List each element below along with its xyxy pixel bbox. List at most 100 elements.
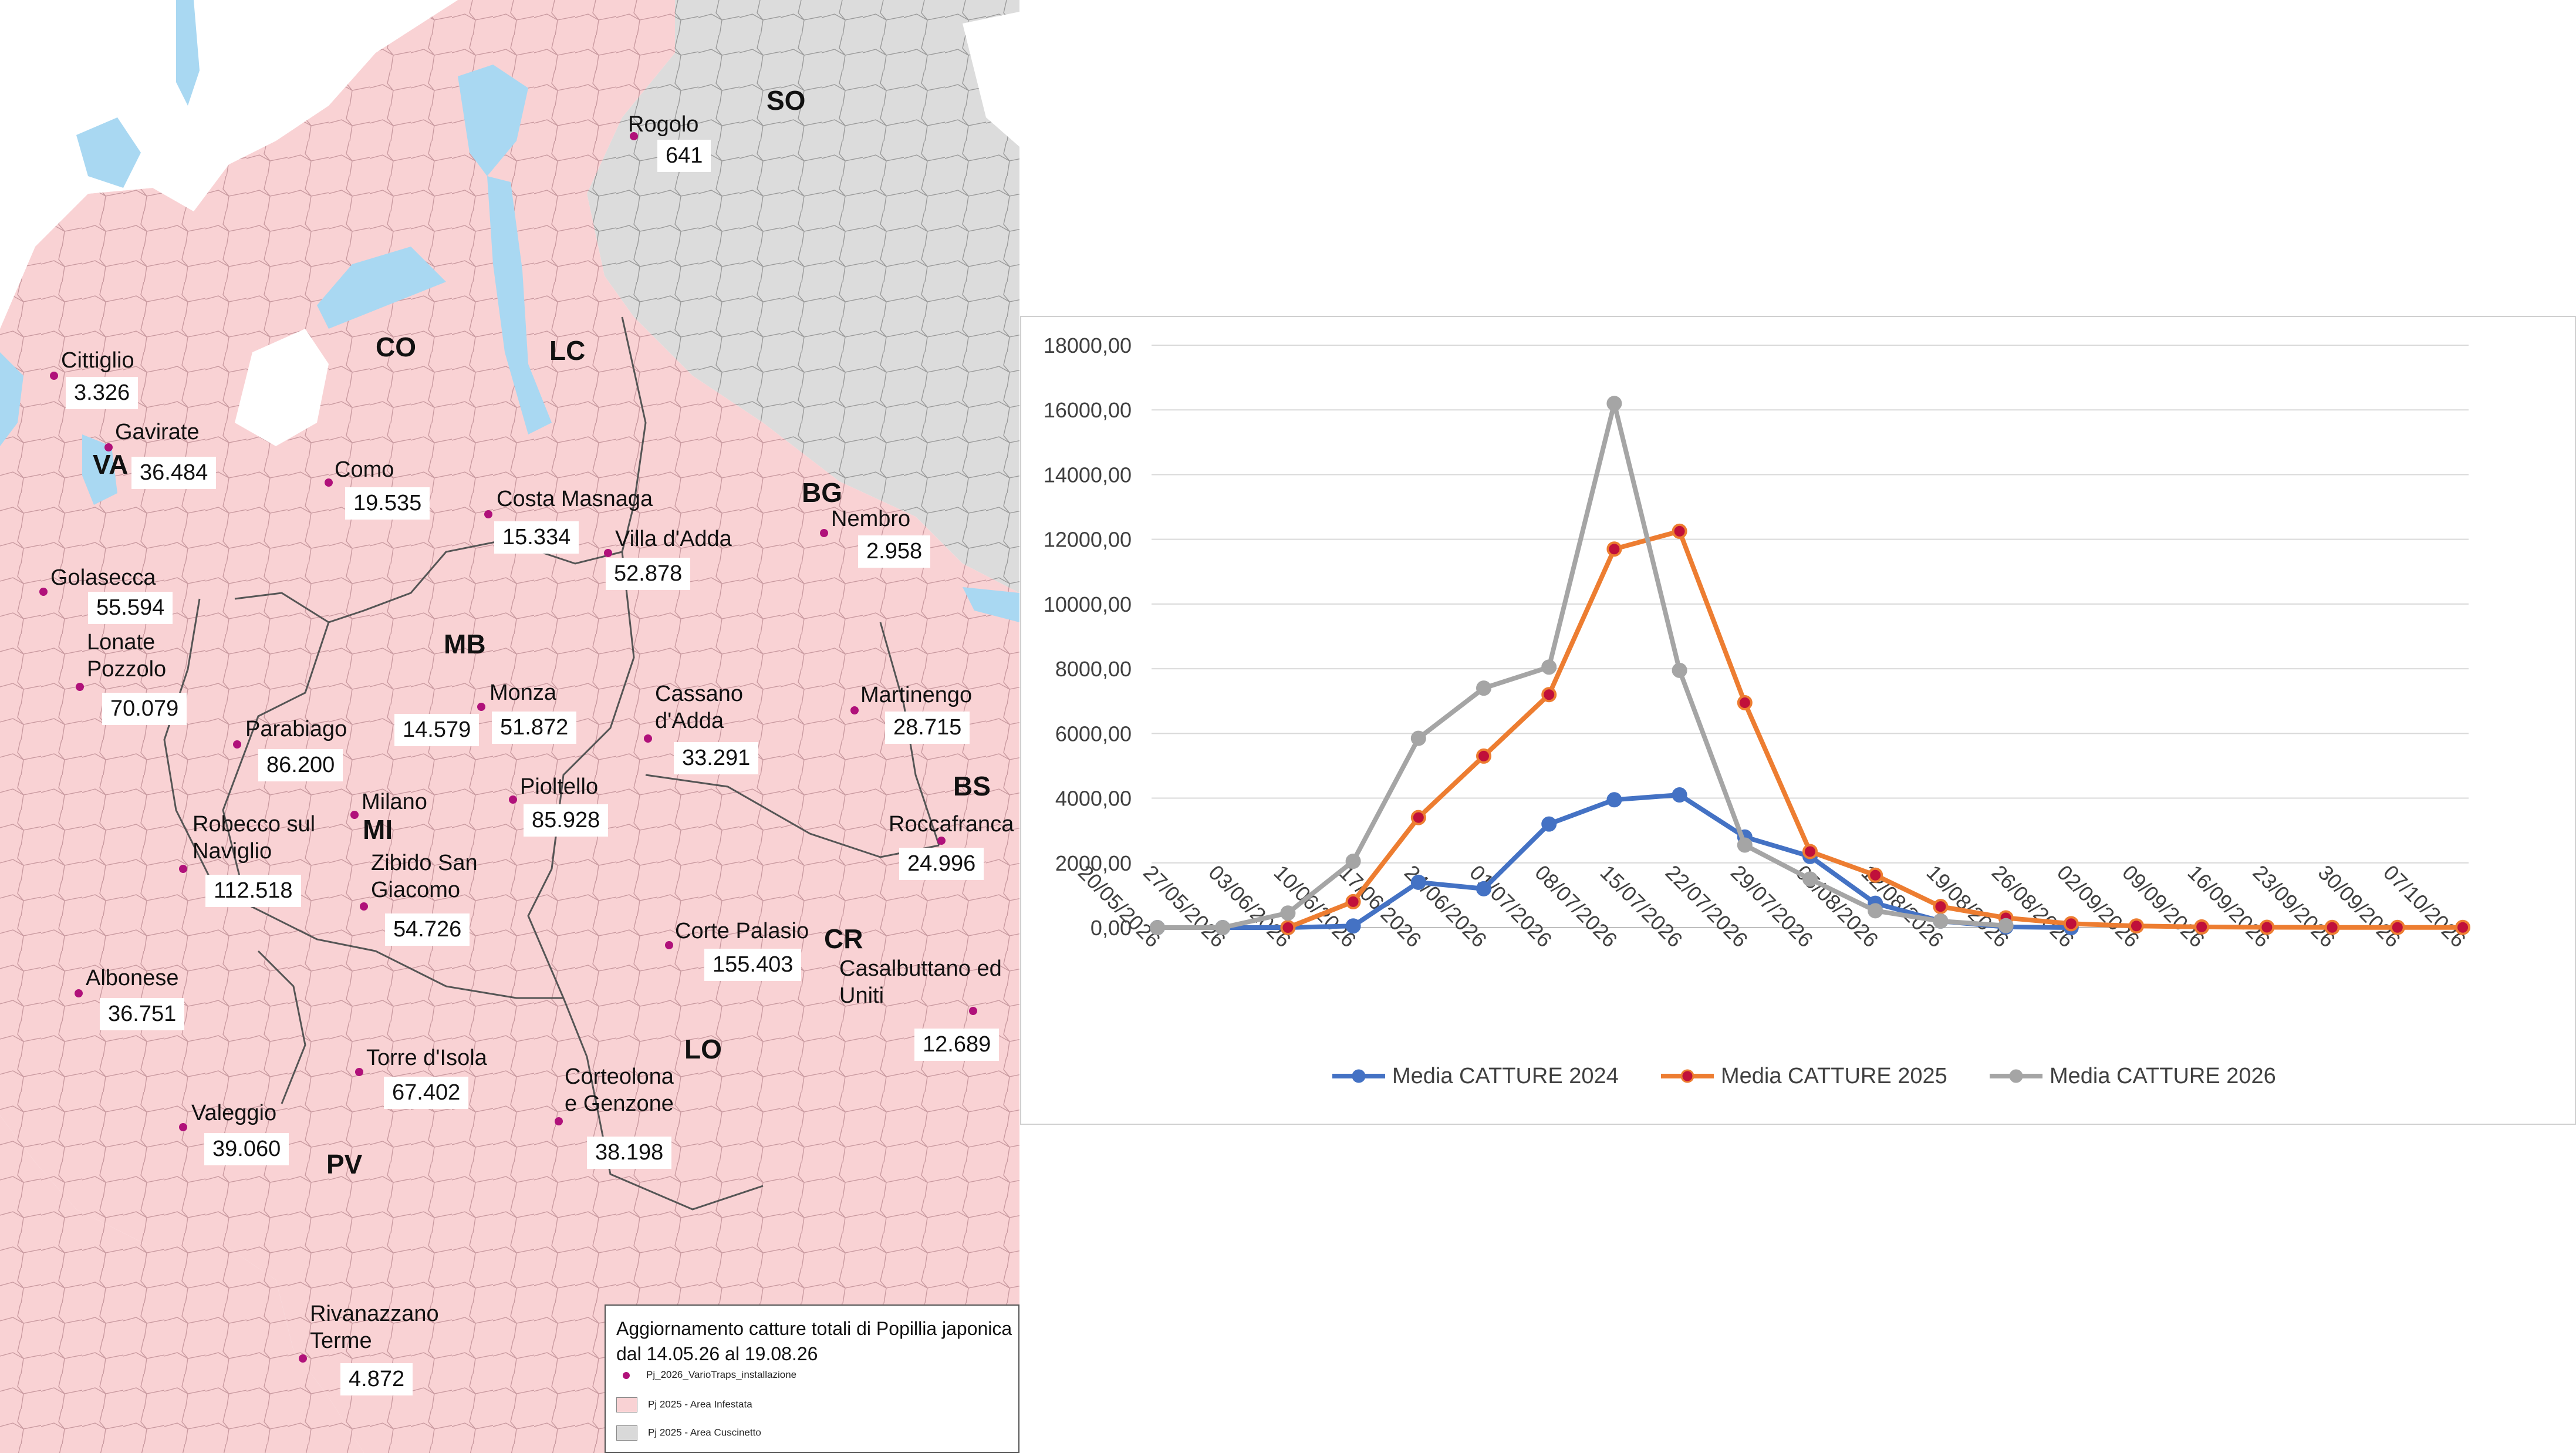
province-label: BS	[953, 771, 991, 801]
y-tick-label: 18000,00	[1044, 333, 1132, 358]
site-capture-count: 641	[657, 140, 711, 172]
data-point	[1933, 899, 1949, 915]
data-point	[2259, 919, 2275, 935]
data-point	[1606, 396, 1622, 412]
site-capture-count: 24.996	[899, 848, 984, 880]
site-capture-count: 85.928	[524, 804, 609, 837]
site-name: Parabiago	[245, 717, 347, 741]
province-label: CO	[376, 332, 416, 362]
site-name: Cittiglio	[61, 348, 134, 373]
site-name: Rivanazzano Terme	[310, 1302, 439, 1353]
data-point	[2324, 919, 2340, 935]
y-tick-label: 16000,00	[1044, 398, 1132, 422]
trap-dot-icon	[937, 837, 946, 845]
site-capture-count: 3.326	[66, 377, 139, 409]
site-name: Robecco sul Naviglio	[193, 812, 316, 864]
site-capture-count: 86.200	[258, 749, 343, 781]
lakes	[0, 0, 1019, 622]
site-capture-count: 15.334	[494, 521, 579, 554]
data-point	[1476, 881, 1491, 896]
data-point	[1410, 810, 1426, 825]
site-name: Lonate Pozzolo	[87, 630, 167, 682]
line-chart: 0,00 2000,00 4000,00 6000,00 8000,00 10000,00…	[1044, 333, 2470, 1088]
trap-dot-icon	[299, 1354, 307, 1363]
trap-dot-icon	[355, 1068, 363, 1076]
y-tick-label: 8000,00	[1055, 657, 1132, 681]
data-point	[1541, 659, 1557, 675]
site-name: Martinengo	[860, 683, 973, 707]
data-point	[1672, 662, 1687, 678]
y-tick-label: 6000,00	[1055, 722, 1132, 746]
site-capture-count: 39.060	[204, 1133, 289, 1165]
data-point	[1280, 905, 1296, 921]
site-name: Albonese	[86, 966, 179, 990]
data-point	[1150, 920, 1165, 935]
data-point	[1345, 918, 1361, 934]
site-capture-count: 12.689	[914, 1029, 1000, 1061]
trap-dot-icon	[644, 734, 652, 743]
province-label: VA	[93, 449, 129, 480]
site-capture-count: 54.726	[385, 913, 470, 946]
y-tick-label: 2000,00	[1055, 851, 1132, 875]
data-point	[1215, 920, 1231, 935]
data-point	[1933, 913, 1949, 929]
data-point	[1541, 687, 1557, 703]
legend-marker-icon	[1680, 1069, 1694, 1083]
data-point	[1280, 920, 1296, 935]
data-point	[1410, 874, 1426, 890]
legend-entry: Media CATTURE 2025	[1721, 1064, 1947, 1088]
data-point	[2455, 919, 2470, 935]
province-label: CR	[824, 923, 863, 954]
data-point	[1476, 748, 1491, 764]
site-capture-count: 112.518	[205, 875, 301, 907]
trap-dot-icon	[604, 549, 612, 557]
legend-label: Pj 2025 - Area Infestata	[648, 1398, 752, 1410]
site-name: Torre d'Isola	[366, 1046, 487, 1070]
trap-dot-icon	[179, 865, 187, 873]
trap-dot-icon	[233, 740, 241, 749]
data-point	[1606, 792, 1622, 808]
site-name: Zibido San Giacomo	[371, 851, 478, 902]
site-capture-count: 36.484	[131, 457, 217, 489]
trap-dot-icon	[820, 529, 828, 537]
trap-dot-icon	[850, 706, 859, 714]
map-panel: Rogolo 641 Cittiglio 3.326 Gavirate 36.484 Com…	[0, 0, 1019, 1453]
legend-title: Aggiornamento catture totali di Popillia…	[616, 1318, 1012, 1365]
site-capture-count: 33.291	[674, 742, 759, 774]
site-name: Casalbuttano ed Uniti	[839, 956, 1002, 1008]
site-name: Valeggio	[191, 1101, 277, 1125]
data-point	[1345, 854, 1361, 869]
trap-dot-icon	[509, 795, 517, 804]
data-point	[2194, 919, 2210, 935]
legend-item-buffer: Pj 2025 - Area Cuscinetto	[616, 1425, 761, 1441]
site-name: Golasecca	[50, 565, 156, 590]
site-name: Monza	[489, 680, 557, 705]
trap-dot-icon	[555, 1117, 563, 1125]
site-capture-count: 70.079	[102, 693, 187, 725]
site-capture-count: 52.878	[606, 558, 691, 590]
chart-panel: 0,00 2000,00 4000,00 6000,00 8000,00 10000,00…	[1020, 316, 2576, 1125]
data-point	[1345, 894, 1361, 909]
data-point	[2389, 919, 2405, 935]
buffer-pattern	[458, 0, 1019, 593]
legend-label: Pj_2026_VarioTraps_installazione	[646, 1369, 797, 1380]
site-capture-count: 4.872	[340, 1363, 413, 1395]
legend-entry: Media CATTURE 2024	[1392, 1064, 1619, 1088]
legend-item-infested: Pj 2025 - Area Infestata	[616, 1397, 752, 1412]
legend-marker-icon	[1352, 1069, 1366, 1083]
site-name: Corte Palasio	[675, 919, 809, 943]
site-capture-count: 55.594	[88, 592, 173, 624]
data-point	[1672, 523, 1687, 539]
data-point	[1737, 695, 1753, 710]
site-name: Roccafranca	[889, 812, 1014, 837]
legend-item-traps: Pj_2026_VarioTraps_installazione	[616, 1369, 796, 1381]
trap-dot-icon	[477, 703, 485, 711]
y-tick-label: 12000,00	[1044, 528, 1132, 552]
site-name: Cassano d'Adda	[655, 682, 743, 733]
y-tick-label: 10000,00	[1044, 592, 1132, 616]
data-point	[1476, 680, 1491, 696]
data-point	[1737, 837, 1753, 853]
data-point	[1998, 918, 2014, 933]
trap-dot-icon	[39, 588, 48, 596]
trap-dot-icon	[325, 478, 333, 487]
